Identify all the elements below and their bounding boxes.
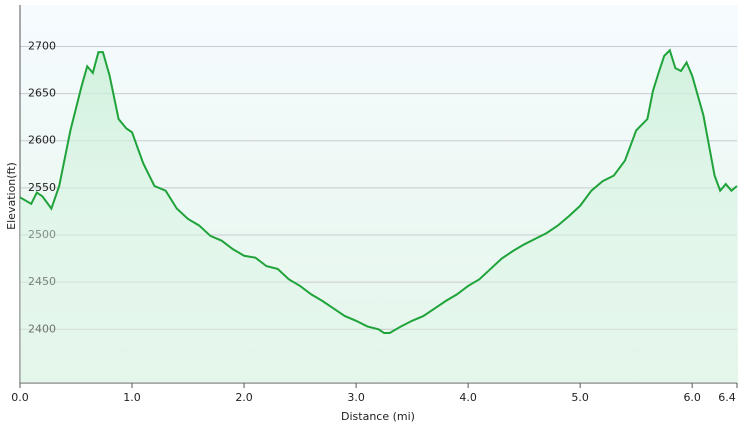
x-tick-label: 1.0 <box>123 391 141 404</box>
y-tick-label: 2700 <box>28 39 56 52</box>
y-axis-label: Elevation(ft) <box>5 162 18 230</box>
x-tick-label: 6.4 <box>718 391 736 404</box>
x-tick-label: 5.0 <box>571 391 589 404</box>
elevation-line <box>19 48 738 335</box>
x-axis-label: Distance (mi) <box>341 410 415 423</box>
y-tick-label: 2650 <box>28 87 56 100</box>
x-tick-label: 4.0 <box>459 391 477 404</box>
area-fill <box>20 50 737 383</box>
x-tick-label: 0.0 <box>11 391 29 404</box>
y-tick-label: 2600 <box>28 134 56 147</box>
x-tick-label: 6.0 <box>683 391 701 404</box>
y-tick-label: 2550 <box>28 181 56 194</box>
x-tick-label: 3.0 <box>347 391 365 404</box>
x-tick-label: 2.0 <box>235 391 253 404</box>
